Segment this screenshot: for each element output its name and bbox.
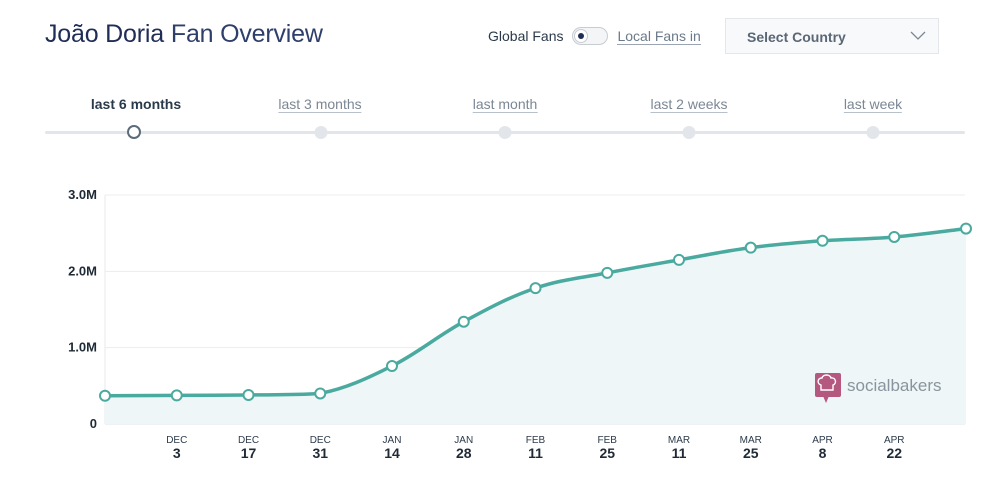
page-title-subtitle: Fan Overview [170,20,323,48]
x-tick-day: 22 [886,445,902,461]
x-tick-day: 17 [241,445,257,461]
data-point[interactable] [529,282,542,295]
x-tick-day: 25 [599,445,615,461]
chef-hat-chat-icon [815,373,841,397]
x-tick-day: 11 [528,445,543,461]
data-point[interactable] [601,266,614,279]
x-tick-month: APR [812,435,833,446]
chart-points [99,222,972,402]
data-point[interactable] [673,253,685,266]
range-last-6-months[interactable]: last 6 months [90,96,182,112]
data-point[interactable] [888,230,901,243]
x-tick-month: DEC [310,435,331,446]
range-last-3-months[interactable]: last 3 months [278,96,362,113]
range-last-week[interactable]: last week [843,96,903,113]
range-stop-last-3-months[interactable] [314,126,328,139]
x-tick-day: 8 [819,445,827,461]
x-tick-month: DEC [166,435,187,446]
country-select[interactable]: Select Country [725,18,939,54]
data-point[interactable] [242,388,255,401]
range-stop-last-2-weeks[interactable] [682,126,696,139]
data-point[interactable] [960,222,972,235]
fans-scope-toggle-group: Global Fans Local Fans in [488,26,701,46]
range-stop-last-month[interactable] [498,126,512,139]
x-tick-day: 14 [384,445,400,461]
x-tick-month: MAR [740,435,762,446]
data-point[interactable] [816,234,829,247]
x-tick-month: DEC [238,435,259,446]
country-select-value: Select Country [747,29,846,45]
data-point[interactable] [457,315,470,328]
data-point[interactable] [99,389,111,402]
x-tick-month: MAR [668,435,690,446]
y-axis: 0 1.0M 2.0M 3.0M [68,187,97,431]
x-tick-month: FEB [598,435,618,446]
range-last-2-weeks[interactable]: last 2 weeks [650,96,728,113]
x-tick-day: 28 [456,445,472,461]
range-last-month[interactable]: last month [472,96,538,113]
x-tick-day: 25 [743,445,759,461]
local-fans-link[interactable]: Local Fans in [617,27,701,45]
page-title: João Doria Fan Overview [45,20,323,49]
x-tick-month: APR [884,435,905,446]
y-tick-label: 0 [90,416,97,431]
y-tick-label: 3.0M [68,187,97,202]
y-tick-label: 1.0M [68,340,97,355]
fans-scope-toggle[interactable] [572,27,609,45]
data-point[interactable] [386,359,398,372]
socialbakers-brand-text: socialbakers [847,376,942,395]
x-tick-day: 3 [173,445,181,461]
x-tick-day: 31 [312,445,328,461]
chevron-down-icon [910,31,926,40]
x-tick-month: JAN [454,435,473,446]
x-tick-day: 11 [672,445,687,461]
toggle-knob [574,29,589,43]
range-stop-last-6-months[interactable] [127,125,141,139]
range-stop-last-week[interactable] [866,126,880,139]
data-point[interactable] [170,389,183,402]
y-tick-label: 2.0M [68,263,97,278]
global-fans-label[interactable]: Global Fans [488,28,564,44]
x-axis: DEC3DEC17DEC31JAN14JAN28FEB11FEB25MAR11M… [166,435,904,461]
socialbakers-watermark: socialbakers [815,373,942,403]
data-point[interactable] [314,387,327,400]
x-tick-month: FEB [526,435,546,446]
series-area-fill [105,228,966,424]
data-point[interactable] [744,241,757,254]
x-tick-month: JAN [383,435,402,446]
page-title-name: João Doria [45,20,164,48]
